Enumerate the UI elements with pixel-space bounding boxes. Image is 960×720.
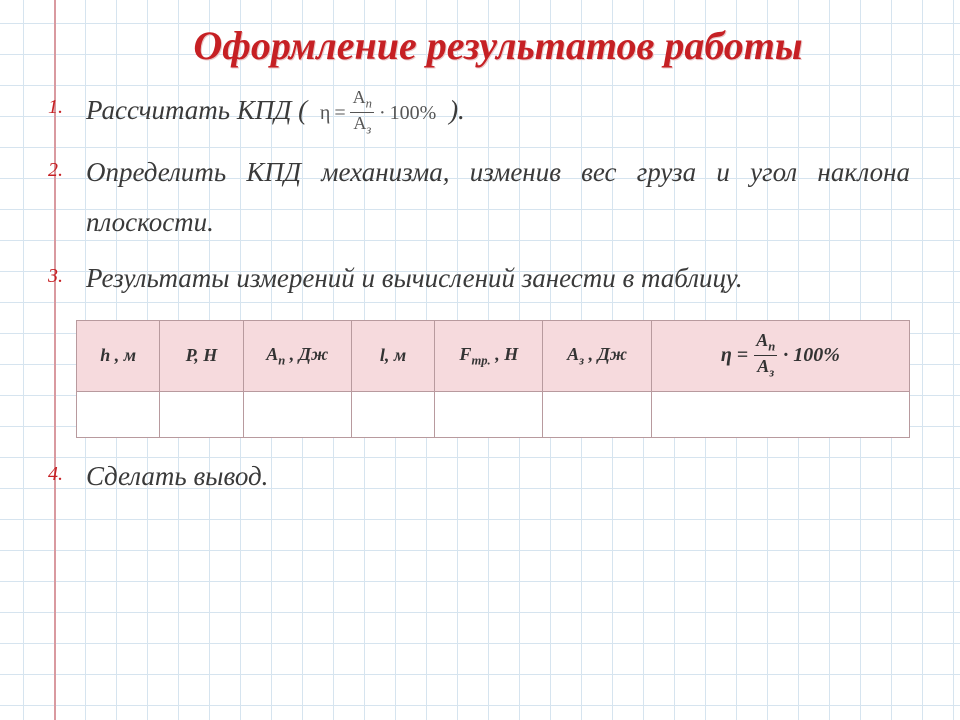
fraction-numerator: Aп <box>350 88 375 112</box>
cell-h <box>77 391 160 437</box>
cell-az <box>543 391 651 437</box>
cell-p <box>160 391 243 437</box>
efficiency-formula-header: η = Aп Aз · 100% <box>721 331 840 381</box>
cell-l <box>351 391 434 437</box>
step-3: Результаты измерений и вычислений занест… <box>86 254 910 438</box>
col-l: l, м <box>351 320 434 391</box>
symbol-equals: = <box>334 98 345 128</box>
fraction: Aп Aз <box>350 88 375 138</box>
h-fraction: Aп Aз <box>753 331 778 381</box>
step-2: Определить КПД механизма, изменив вес гр… <box>86 148 910 248</box>
h-dot: · <box>783 337 788 374</box>
h-eta: η <box>721 337 732 374</box>
step-3-text: Результаты измерений и вычислений занест… <box>86 263 743 293</box>
slide-content: Оформление результатов работы Рассчитать… <box>0 0 960 518</box>
efficiency-formula-inline: η = Aп Aз · 100% <box>320 88 436 138</box>
col-h: h , м <box>77 320 160 391</box>
h-eq: = <box>737 337 748 374</box>
steps-list: Рассчитать КПД ( η = Aп Aз · 100% ). Опр… <box>86 88 910 502</box>
symbol-100pct: 100% <box>390 98 437 128</box>
col-az: Aз , Дж <box>543 320 651 391</box>
h-num: Aп <box>753 331 778 355</box>
cell-eta <box>651 391 909 437</box>
results-table: h , м P, Н Aп , Дж l, м Fтр. , Н Aз , Дж… <box>76 320 910 438</box>
page-title: Оформление результатов работы <box>86 22 910 70</box>
col-p: P, Н <box>160 320 243 391</box>
h-pct: 100% <box>793 337 840 374</box>
fraction-denominator: Aз <box>350 112 374 137</box>
cell-ap <box>243 391 351 437</box>
table-header-row: h , м P, Н Aп , Дж l, м Fтр. , Н Aз , Дж… <box>77 320 910 391</box>
cell-ftr <box>435 391 543 437</box>
results-table-wrap: h , м P, Н Aп , Дж l, м Fтр. , Н Aз , Дж… <box>76 320 910 438</box>
step-1-prefix: Рассчитать КПД ( <box>86 95 314 125</box>
table-row <box>77 391 910 437</box>
symbol-eta: η <box>320 98 330 128</box>
col-ftr: Fтр. , Н <box>435 320 543 391</box>
h-den: Aз <box>754 355 777 380</box>
symbol-dot: · <box>379 98 386 128</box>
col-eta: η = Aп Aз · 100% <box>651 320 909 391</box>
step-1: Рассчитать КПД ( η = Aп Aз · 100% ). <box>86 88 910 138</box>
col-ap: Aп , Дж <box>243 320 351 391</box>
step-4: Сделать вывод. <box>86 452 910 502</box>
step-1-suffix: ). <box>449 95 465 125</box>
